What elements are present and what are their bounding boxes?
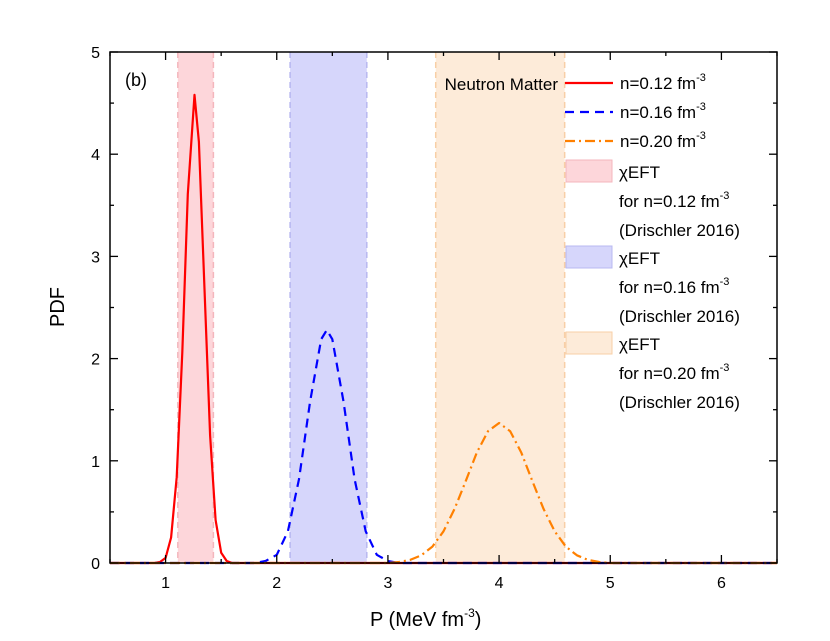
legend-patch-1 xyxy=(565,245,613,269)
y-tick-label: 5 xyxy=(91,45,100,62)
x-tick-label: 1 xyxy=(161,575,170,592)
legend-band-line2-2-sup: -3 xyxy=(720,362,730,374)
series-line-1 xyxy=(110,328,777,565)
legend-band-line2-0-sup: -3 xyxy=(720,190,730,202)
legend-band-line2-0: for n=0.12 fm-3 xyxy=(619,190,729,211)
x-axis-label-sup: -3 xyxy=(464,606,475,620)
legend-title: Neutron Matter xyxy=(445,75,559,94)
series-line-2 xyxy=(110,421,777,565)
legend-label-2-sup: -3 xyxy=(696,130,706,142)
x-axis-label-main: P (MeV fm xyxy=(370,609,464,631)
legend-band-line2-2: for n=0.20 fm-3 xyxy=(619,362,729,383)
chi-eft-band-2 xyxy=(435,52,565,563)
legend-patch-0 xyxy=(565,159,613,183)
legend-label-1-main: n=0.16 fm xyxy=(620,103,696,122)
legend-band-label-1: χEFT xyxy=(619,249,660,268)
y-axis-label: PDF xyxy=(47,287,69,327)
x-axis-label: P (MeV fm-3) xyxy=(370,606,481,631)
bands xyxy=(177,52,566,563)
legend-label-1: n=0.16 fm-3 xyxy=(620,101,706,122)
legend-label-2-main: n=0.20 fm xyxy=(620,132,696,151)
legend-band-label-0: χEFT xyxy=(619,163,660,182)
x-tick-label: 2 xyxy=(272,575,281,592)
x-tick-label: 6 xyxy=(717,575,726,592)
legend-band-line3-2: (Drischler 2016) xyxy=(619,393,740,412)
y-tick-label: 1 xyxy=(91,454,100,471)
panel-label: (b) xyxy=(125,70,147,90)
legend-band-line3-0: (Drischler 2016) xyxy=(619,221,740,240)
y-tick-label: 3 xyxy=(91,249,100,266)
y-tick-label: 0 xyxy=(91,556,100,573)
x-tick-label: 4 xyxy=(495,575,504,592)
legend-band-line2-0-main: for n=0.12 fm xyxy=(619,192,720,211)
x-tick-label: 5 xyxy=(606,575,615,592)
x-tick-label: 3 xyxy=(383,575,392,592)
x-axis-label-end: ) xyxy=(475,609,482,631)
legend-band-label-2: χEFT xyxy=(619,335,660,354)
chi-eft-band-1 xyxy=(290,52,367,563)
legend-label-2: n=0.20 fm-3 xyxy=(620,130,706,151)
legend-band-line2-1-sup: -3 xyxy=(720,276,730,288)
legend-band-line2-1-main: for n=0.16 fm xyxy=(619,278,720,297)
legend: Neutron Matter n=0.12 fm-3n=0.16 fm-3n=0… xyxy=(445,72,740,412)
y-tick-label: 4 xyxy=(91,147,100,164)
legend-label-0-sup: -3 xyxy=(696,72,706,84)
axes: 1 2 3 4 5 6 0 1 2 3 4 5 xyxy=(91,45,778,592)
y-tick-label: 2 xyxy=(91,352,100,369)
curves xyxy=(110,93,777,565)
legend-label-1-sup: -3 xyxy=(696,101,706,113)
legend-band-line3-1: (Drischler 2016) xyxy=(619,307,740,326)
series-line-0 xyxy=(110,93,777,565)
legend-band-line2-1: for n=0.16 fm-3 xyxy=(619,276,729,297)
legend-patch-2 xyxy=(565,331,613,355)
legend-label-0: n=0.12 fm-3 xyxy=(620,72,706,93)
legend-band-line2-2-main: for n=0.20 fm xyxy=(619,364,720,383)
legend-label-0-main: n=0.12 fm xyxy=(620,74,696,93)
